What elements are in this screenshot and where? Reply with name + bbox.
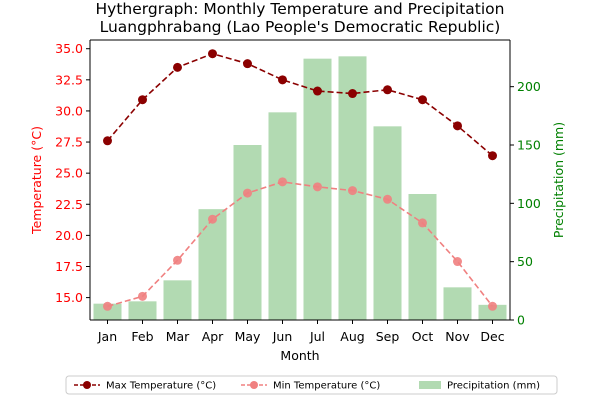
min-temp-point-may <box>243 188 252 198</box>
right-tick-label: 0 <box>517 313 525 328</box>
left-tick-label: 32.5 <box>55 72 83 87</box>
precip-bar-may <box>233 145 262 320</box>
x-tick-label-jul: Jul <box>309 329 325 344</box>
max-temp-point-jan <box>103 136 112 146</box>
left-tick-label: 15.0 <box>55 290 83 305</box>
x-tick-label-mar: Mar <box>166 329 190 344</box>
x-tick-label-jan: Jan <box>97 329 117 344</box>
x-tick-label-oct: Oct <box>412 329 434 344</box>
x-tick-label-sep: Sep <box>376 329 400 344</box>
x-tick-label-apr: Apr <box>202 329 224 344</box>
max-temp-point-jun <box>278 75 287 85</box>
precip-bar-jun <box>268 112 297 320</box>
min-temp-point-jun <box>278 177 287 187</box>
right-tick-label: 150 <box>517 138 541 153</box>
x-tick-label-may: May <box>235 329 261 344</box>
legend-label-precip: Precipitation (mm) <box>447 381 540 392</box>
legend-label-min-temp: Min Temperature (°C) <box>273 381 380 392</box>
min-temp-point-nov <box>453 257 462 267</box>
min-temp-point-feb <box>138 291 147 301</box>
left-tick-label: 25.0 <box>55 166 83 181</box>
precip-bar-oct <box>408 194 437 320</box>
left-tick-label: 30.0 <box>55 103 83 118</box>
max-temp-point-sep <box>383 85 392 95</box>
min-temp-point-sep <box>383 194 392 204</box>
x-tick-label-nov: Nov <box>445 329 470 344</box>
max-temp-point-mar <box>173 62 182 72</box>
x-tick-label-dec: Dec <box>480 329 504 344</box>
min-temp-point-mar <box>173 255 182 265</box>
max-temp-point-dec <box>488 151 497 161</box>
temperature-lines <box>103 49 497 311</box>
left-tick-label: 35.0 <box>55 41 83 56</box>
left-tick-label: 27.5 <box>55 135 83 150</box>
chart-subtitle: Luangphrabang (Lao People's Democratic R… <box>99 18 501 36</box>
x-tick-label-jun: Jun <box>272 329 293 344</box>
precipitation-bars <box>93 56 507 321</box>
x-tick-label-aug: Aug <box>340 329 364 344</box>
legend-label-max-temp: Max Temperature (°C) <box>106 381 216 392</box>
precip-bar-nov <box>443 287 472 320</box>
chart-title: Hythergraph: Monthly Temperature and Pre… <box>95 0 505 18</box>
max-temp-point-feb <box>138 95 147 105</box>
right-axis-label: Precipitation (mm) <box>551 122 566 238</box>
min-temp-point-oct <box>418 218 427 228</box>
x-axis-label: Month <box>280 348 319 363</box>
legend-box <box>65 375 558 395</box>
legend-swatch-precip <box>419 381 441 389</box>
right-tick-label: 100 <box>517 196 541 211</box>
min-temp-point-aug <box>348 186 357 196</box>
max-temp-point-aug <box>348 89 357 99</box>
max-temp-point-nov <box>453 121 462 131</box>
min-temp-point-apr <box>208 214 217 224</box>
precip-bar-feb <box>128 301 157 320</box>
precip-bar-mar <box>163 280 192 320</box>
axes: 15.0 17.5 20.0 22.5 25.0 27.5 30.0 32.5 35.0 0 50 1… <box>29 39 566 363</box>
left-axis-label: Temperature (°C) <box>29 126 44 235</box>
left-tick-label: 20.0 <box>55 228 83 243</box>
legend-marker-max-temp <box>83 381 91 389</box>
right-tick-label: 50 <box>517 254 533 269</box>
min-temp-line <box>107 181 494 308</box>
max-temp-point-oct <box>418 95 427 105</box>
left-tick-label: 22.5 <box>55 197 83 212</box>
max-temp-line <box>106 52 494 157</box>
precip-bar-jan <box>93 303 122 320</box>
max-temp-point-may <box>243 59 252 69</box>
precip-bar-dec <box>478 304 507 320</box>
min-temp-point-dec <box>488 301 497 311</box>
precip-bar-sep <box>373 126 402 320</box>
right-tick-label: 200 <box>517 79 541 94</box>
precip-bar-apr <box>198 209 227 320</box>
legend-marker-min-temp <box>250 381 258 389</box>
x-tick-label-feb: Feb <box>131 329 153 344</box>
min-temp-point-jan <box>103 301 112 311</box>
max-temp-point-apr <box>208 49 217 59</box>
min-temp-point-jul <box>313 182 322 192</box>
legend: Max Temperature (°C) Min Temperature (°C)… <box>65 375 558 395</box>
max-temp-point-jul <box>313 86 322 96</box>
left-tick-label: 17.5 <box>55 259 83 274</box>
